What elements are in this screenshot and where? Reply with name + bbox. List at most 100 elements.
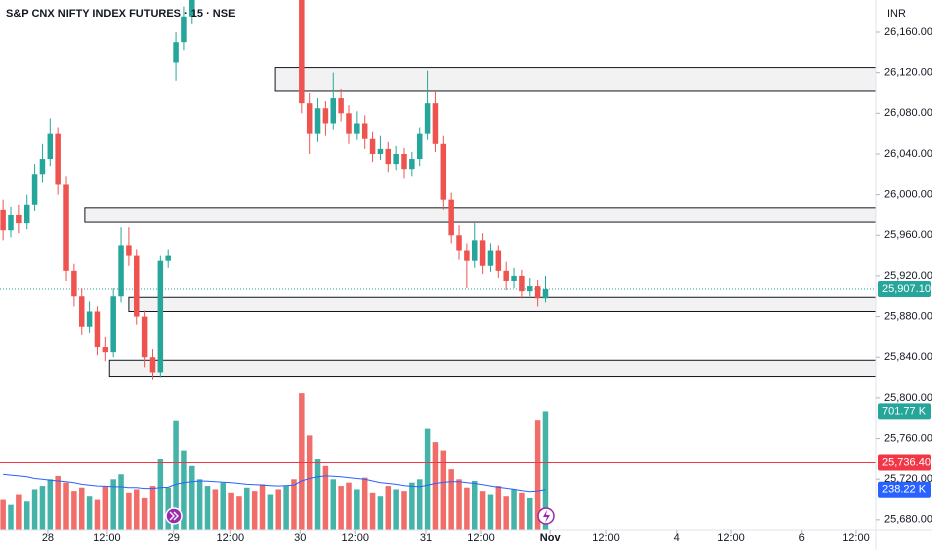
candle-body [181,16,187,43]
volume-bar [479,491,486,530]
candle-body [432,103,439,144]
volume-bar [55,475,61,530]
candle-body [456,235,462,251]
volume-bar [8,504,14,530]
candle-body [346,113,352,134]
candle-body [102,347,109,353]
volume-bar [393,489,399,530]
y-tick-label: 25,720.00 [884,473,932,485]
session-icon[interactable] [165,507,183,525]
volume-bar [424,428,431,530]
zone [108,359,876,378]
x-tick-label: 12:00 [592,532,620,544]
volume-bar [471,481,478,530]
y-tick-label: 25,680.00 [884,514,932,526]
volume-bar [495,486,502,530]
x-tick-label: 12:00 [717,532,745,544]
volume-bar [338,486,344,530]
x-tick-label: 29 [168,532,180,544]
volume-bar [118,474,124,530]
volume-bar [511,489,517,530]
candle-body [86,311,93,327]
candle-body [173,42,179,63]
volume-bar [314,459,321,530]
candle-body [141,316,148,358]
candle-body [16,214,22,224]
candle-body [385,148,392,165]
candle-body [424,103,431,134]
overlay: 25,907.10 701.77 K 238.22 K 25,736.40 [878,281,931,498]
candle-body [519,275,525,292]
x-tick-label: 12:00 [93,532,121,544]
candle-body [149,357,156,373]
candle-body [110,296,116,353]
volume-bar [220,482,226,530]
volume-bar [283,486,289,530]
x-tick-label: 12:00 [467,532,495,544]
volume-bar [361,477,368,530]
candle-body [401,153,407,170]
volume-bar [71,491,77,530]
x-tick-label: Nov [540,532,562,544]
candle-body [71,270,77,297]
volume-bar [63,482,69,530]
candle-body [134,255,140,317]
volume-bar [47,479,54,530]
y-tick-label: 26,160.00 [884,26,932,38]
volume-bar [196,479,203,530]
session-icon[interactable] [537,507,555,525]
volume-bar [173,420,179,530]
volume-bar [0,499,6,530]
candle-body [354,123,360,134]
volume-bar [39,486,46,530]
candle-body [47,133,54,160]
volume-bar [416,479,423,530]
volume-bar [409,482,415,530]
volume-bar [267,494,274,530]
x-tick-label: 12:00 [342,532,370,544]
x-tick-label: 31 [420,532,432,544]
volume-bar [346,482,352,530]
candle-body [55,133,61,185]
volume-bar [519,492,525,530]
volume-bar [275,489,281,530]
candle-body [94,311,101,348]
candle-body [369,138,376,154]
candle-body [416,133,423,160]
candle-body [542,289,549,299]
zone [274,67,876,92]
volume-bar [487,494,494,530]
currency: INR [887,8,906,20]
volume-bar [134,489,140,530]
volume-bar [251,491,258,530]
volume-label-box [878,403,931,420]
candle-body [338,98,344,114]
volume-bar [165,487,171,530]
zone [84,207,876,223]
candle-body [118,245,124,297]
candle-body [361,123,368,139]
volume-bar [377,496,384,530]
candle-body [409,159,415,170]
volume-bar [448,469,454,530]
y-tick-label: 25,920.00 [884,270,932,282]
candle-body [527,286,533,292]
volume-bar [86,496,93,530]
volume-bar [464,487,470,530]
volume-bar [236,496,242,530]
volume-bar [31,489,38,530]
candle-body [157,260,164,373]
volume-bar [149,486,156,530]
volume-bar [401,491,407,530]
x-tick-label: 6 [799,532,805,544]
candle-body [377,148,384,154]
x-tick-label: 12:00 [217,532,245,544]
volume-bar [534,420,541,530]
volume-bar [542,411,549,530]
candle-body [330,98,337,124]
volume-bar [369,492,376,530]
volume-bar [110,479,116,530]
last-price-label: 25,907.10 [882,283,931,295]
candle-body [503,270,509,282]
